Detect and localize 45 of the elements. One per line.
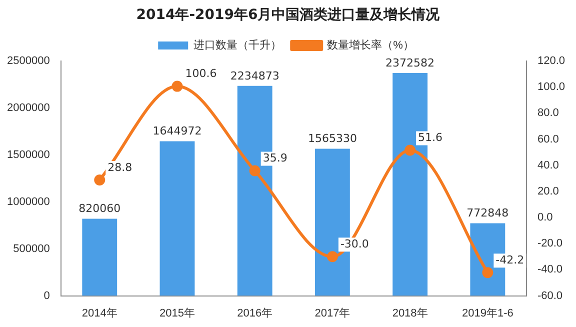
- x-tick-label: 2019年1-6: [462, 307, 514, 320]
- y2-tick-label: -60.0: [537, 290, 563, 302]
- y2-tick-label: 0.0: [537, 212, 553, 224]
- y2-tick-label: -40.0: [537, 264, 563, 276]
- point: [482, 267, 494, 278]
- y2-tick-label: -20.0: [537, 238, 563, 250]
- bar: [160, 141, 195, 296]
- point: [326, 251, 338, 262]
- data-label: 28.8: [108, 160, 132, 174]
- point: [404, 144, 416, 156]
- x-tick-label: 2015年: [159, 307, 195, 320]
- y-tick-label: 0: [44, 290, 50, 302]
- y2-tick-label: 80.0: [537, 107, 559, 120]
- y2-tick-label: 40.0: [537, 159, 559, 172]
- legend-label: 数量增长率（%）: [327, 38, 414, 52]
- bar: [82, 218, 118, 296]
- data-label: 1644972: [152, 124, 202, 138]
- data-label: 100.6: [185, 67, 217, 80]
- data-label: 1565330: [308, 132, 357, 146]
- y2-tick-label: 120.0: [537, 55, 566, 68]
- y-tick-label: 2500000: [6, 55, 50, 68]
- chart-title: 2014年-2019年6月中国酒类进口量及增长情况: [135, 6, 441, 25]
- data-label: 820060: [78, 202, 121, 216]
- y2-tick-label: 100.0: [537, 81, 566, 94]
- point: [94, 174, 106, 186]
- data-label: 772848: [466, 206, 509, 220]
- data-label: -42.2: [496, 253, 524, 266]
- y2-tick-label: 60.0: [537, 133, 559, 146]
- y-tick-label: 1000000: [6, 196, 50, 208]
- x-tick-label: 2014年: [82, 307, 118, 320]
- y-tick-label: 500000: [13, 242, 50, 255]
- x-tick-label: 2018年: [392, 307, 428, 320]
- y2-tick-label: 20.0: [537, 185, 559, 198]
- data-label: 2234873: [230, 69, 280, 82]
- data-label: 2372582: [386, 56, 435, 70]
- x-tick-label: 2016年: [237, 307, 273, 320]
- point: [172, 80, 183, 92]
- data-label: -30.0: [340, 238, 369, 251]
- point: [249, 165, 260, 176]
- legend-label: 进口数量（千升）: [194, 38, 282, 52]
- y-tick-label: 2000000: [6, 102, 50, 114]
- y-tick-label: 1500000: [6, 148, 50, 161]
- data-label: 35.9: [262, 152, 288, 165]
- data-label: 51.6: [418, 131, 443, 144]
- x-tick-label: 2017年: [314, 307, 350, 320]
